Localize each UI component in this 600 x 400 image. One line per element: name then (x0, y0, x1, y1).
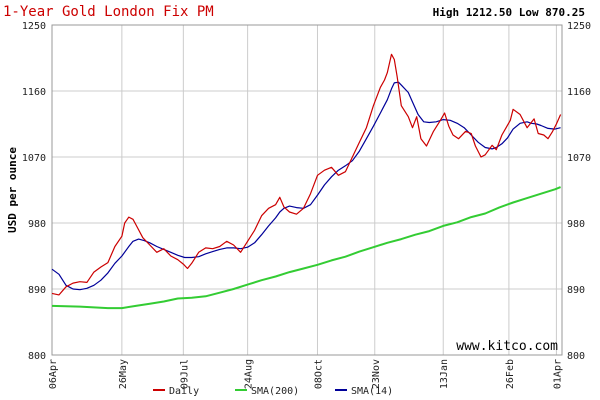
x-tick-label: 24Aug (244, 359, 255, 389)
x-tick-label: 26Feb (505, 359, 516, 389)
grid-lines (52, 25, 562, 355)
y-tick-label-left: 1070 (22, 153, 46, 164)
x-tick-label: 23Nov (371, 359, 382, 389)
x-tick-label: 01Apr (552, 359, 563, 389)
chart-title: 1-Year Gold London Fix PM (3, 4, 214, 20)
y-tick-label-right: 1160 (567, 87, 591, 98)
high-label: High (433, 6, 460, 19)
y-axis-title: USD per ounce (6, 147, 19, 233)
high-value: 1212.50 (466, 6, 512, 19)
legend-label: SMA(14) (351, 386, 393, 397)
y-tick-label-left: 1160 (22, 87, 46, 98)
high-low-readout: High 1212.50 Low 870.25 (433, 6, 585, 19)
low-value: 870.25 (545, 6, 585, 19)
y-tick-label-left: 800 (28, 351, 46, 362)
y-tick-label-right: 1250 (567, 21, 591, 32)
legend-label: Daily (169, 386, 199, 397)
x-tick-label: 08Oct (313, 359, 324, 389)
low-label: Low (519, 6, 539, 19)
watermark: www.kitco.com (456, 339, 558, 354)
y-axis-left: 800 890 980 1070 1160 1250 (22, 21, 46, 362)
y-tick-label-right: 980 (567, 219, 585, 230)
chart-legend: Daily SMA(200) SMA(14) (153, 386, 393, 397)
x-tick-label: 06Apr (48, 359, 59, 389)
y-tick-label-left: 980 (28, 219, 46, 230)
y-tick-label-right: 890 (567, 285, 585, 296)
y-tick-label-left: 1250 (22, 21, 46, 32)
x-tick-label: 26May (118, 359, 129, 389)
series-line-daily (51, 53, 562, 296)
x-tick-label: 13Jan (439, 359, 450, 389)
series-layer (51, 53, 562, 310)
series-line-sma-14 (51, 81, 561, 291)
legend-label: SMA(200) (251, 386, 299, 397)
series-line-sma-200 (51, 186, 561, 310)
plot-frame (51, 24, 563, 356)
y-tick-label-left: 890 (28, 285, 46, 296)
x-tick-label: 09Jul (179, 359, 190, 389)
y-tick-label-right: 1070 (567, 153, 591, 164)
y-tick-label-right: 800 (567, 351, 585, 362)
x-axis: 06Apr 26May 09Jul 24Aug 08Oct 23Nov 13Jan 26Feb… (48, 359, 563, 389)
y-axis-right: 800 890 980 1070 1160 1250 (567, 21, 591, 362)
